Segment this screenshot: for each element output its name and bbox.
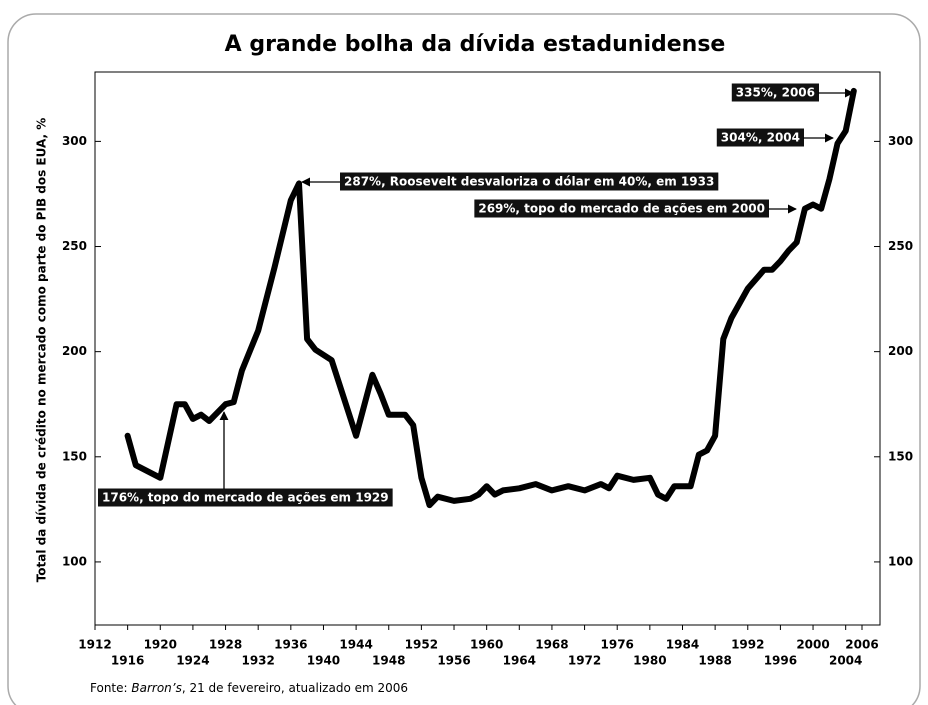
x-tick-label: 1984 bbox=[666, 638, 699, 652]
x-tick-label: 1960 bbox=[470, 638, 503, 652]
annotation-box bbox=[731, 83, 819, 102]
y2-tick-label: 150 bbox=[888, 449, 913, 463]
x-tick-label: 1992 bbox=[731, 638, 764, 652]
x-tick-label: 1996 bbox=[764, 654, 797, 668]
y-tick-label: 150 bbox=[62, 449, 87, 463]
frame bbox=[7, 13, 921, 705]
x-tick-label: 1920 bbox=[144, 638, 177, 652]
annotation-box bbox=[474, 199, 769, 218]
x-tick-label: 1936 bbox=[274, 638, 307, 652]
y-tick-label: 200 bbox=[62, 344, 87, 358]
chart-title: A grande bolha da dívida estadunidense bbox=[225, 32, 726, 57]
y-tick-label: 100 bbox=[62, 554, 87, 568]
y-tick-label: 300 bbox=[62, 134, 87, 148]
x-tick-label: 1912 bbox=[78, 638, 111, 652]
x-tick-label: 2000 bbox=[796, 638, 829, 652]
y2-tick-label: 300 bbox=[888, 134, 913, 148]
annotation-box bbox=[716, 128, 804, 147]
y-tick-label: 250 bbox=[62, 239, 87, 253]
x-tick-label: 1944 bbox=[339, 638, 372, 652]
annotation: 269%, topo do mercado de ações em 2000 bbox=[478, 202, 765, 216]
y2-tick-label: 200 bbox=[888, 344, 913, 358]
annotation: 176%, topo do mercado de ações em 1929 bbox=[102, 491, 389, 505]
data-line bbox=[124, 87, 857, 509]
annotation: 335%, 2006 bbox=[736, 86, 815, 100]
annotation: 304%, 2004 bbox=[721, 131, 800, 145]
x-tick-label: 1916 bbox=[111, 654, 144, 668]
annotation-box bbox=[340, 172, 719, 191]
x-tick-label: 1940 bbox=[307, 654, 340, 668]
x-tick-label: 1968 bbox=[535, 638, 568, 652]
x-tick-label: 1948 bbox=[372, 654, 405, 668]
x-tick-label: 1952 bbox=[405, 638, 438, 652]
x-tick-label: 1964 bbox=[503, 654, 536, 668]
source: Fonte: Barron’s, 21 de fevereiro, atuali… bbox=[90, 681, 408, 695]
annotation-box bbox=[98, 488, 393, 507]
x-tick-label: 1924 bbox=[176, 654, 209, 668]
annotation: 287%, Roosevelt desvaloriza o dólar em 4… bbox=[344, 175, 714, 189]
y2-tick-label: 100 bbox=[888, 554, 913, 568]
x-tick-label: 2006 bbox=[845, 638, 878, 652]
y-axis-label: Total da dívida de crédito no mercado co… bbox=[35, 118, 49, 583]
x-tick-label: 1932 bbox=[241, 654, 274, 668]
x-tick-label: 1928 bbox=[209, 638, 242, 652]
x-tick-label: 1972 bbox=[568, 654, 601, 668]
source-text: Barron’s bbox=[131, 681, 181, 695]
x-tick-label: 2004 bbox=[829, 654, 862, 668]
source-text: Fonte: bbox=[90, 681, 131, 695]
x-tick-label: 1976 bbox=[601, 638, 634, 652]
x-tick-label: 1988 bbox=[698, 654, 731, 668]
plot-frame bbox=[94, 71, 881, 626]
x-tick-label: 1956 bbox=[437, 654, 470, 668]
x-tick-label: 1980 bbox=[633, 654, 666, 668]
source-text: , 21 de fevereiro, atualizado em 2006 bbox=[182, 681, 408, 695]
y2-tick-label: 250 bbox=[888, 239, 913, 253]
